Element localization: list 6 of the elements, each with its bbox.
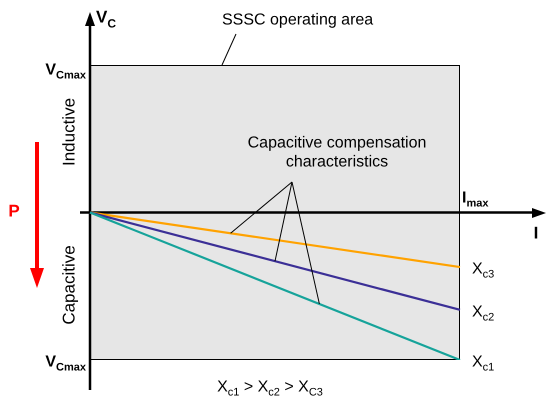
annotation: I xyxy=(534,224,538,243)
text: Inductive xyxy=(60,98,79,166)
text: P xyxy=(8,202,20,221)
text: SSSC operating area xyxy=(222,11,374,28)
text: Capacitive xyxy=(60,245,79,325)
text: Capacitive compensation characteristics xyxy=(248,134,426,170)
